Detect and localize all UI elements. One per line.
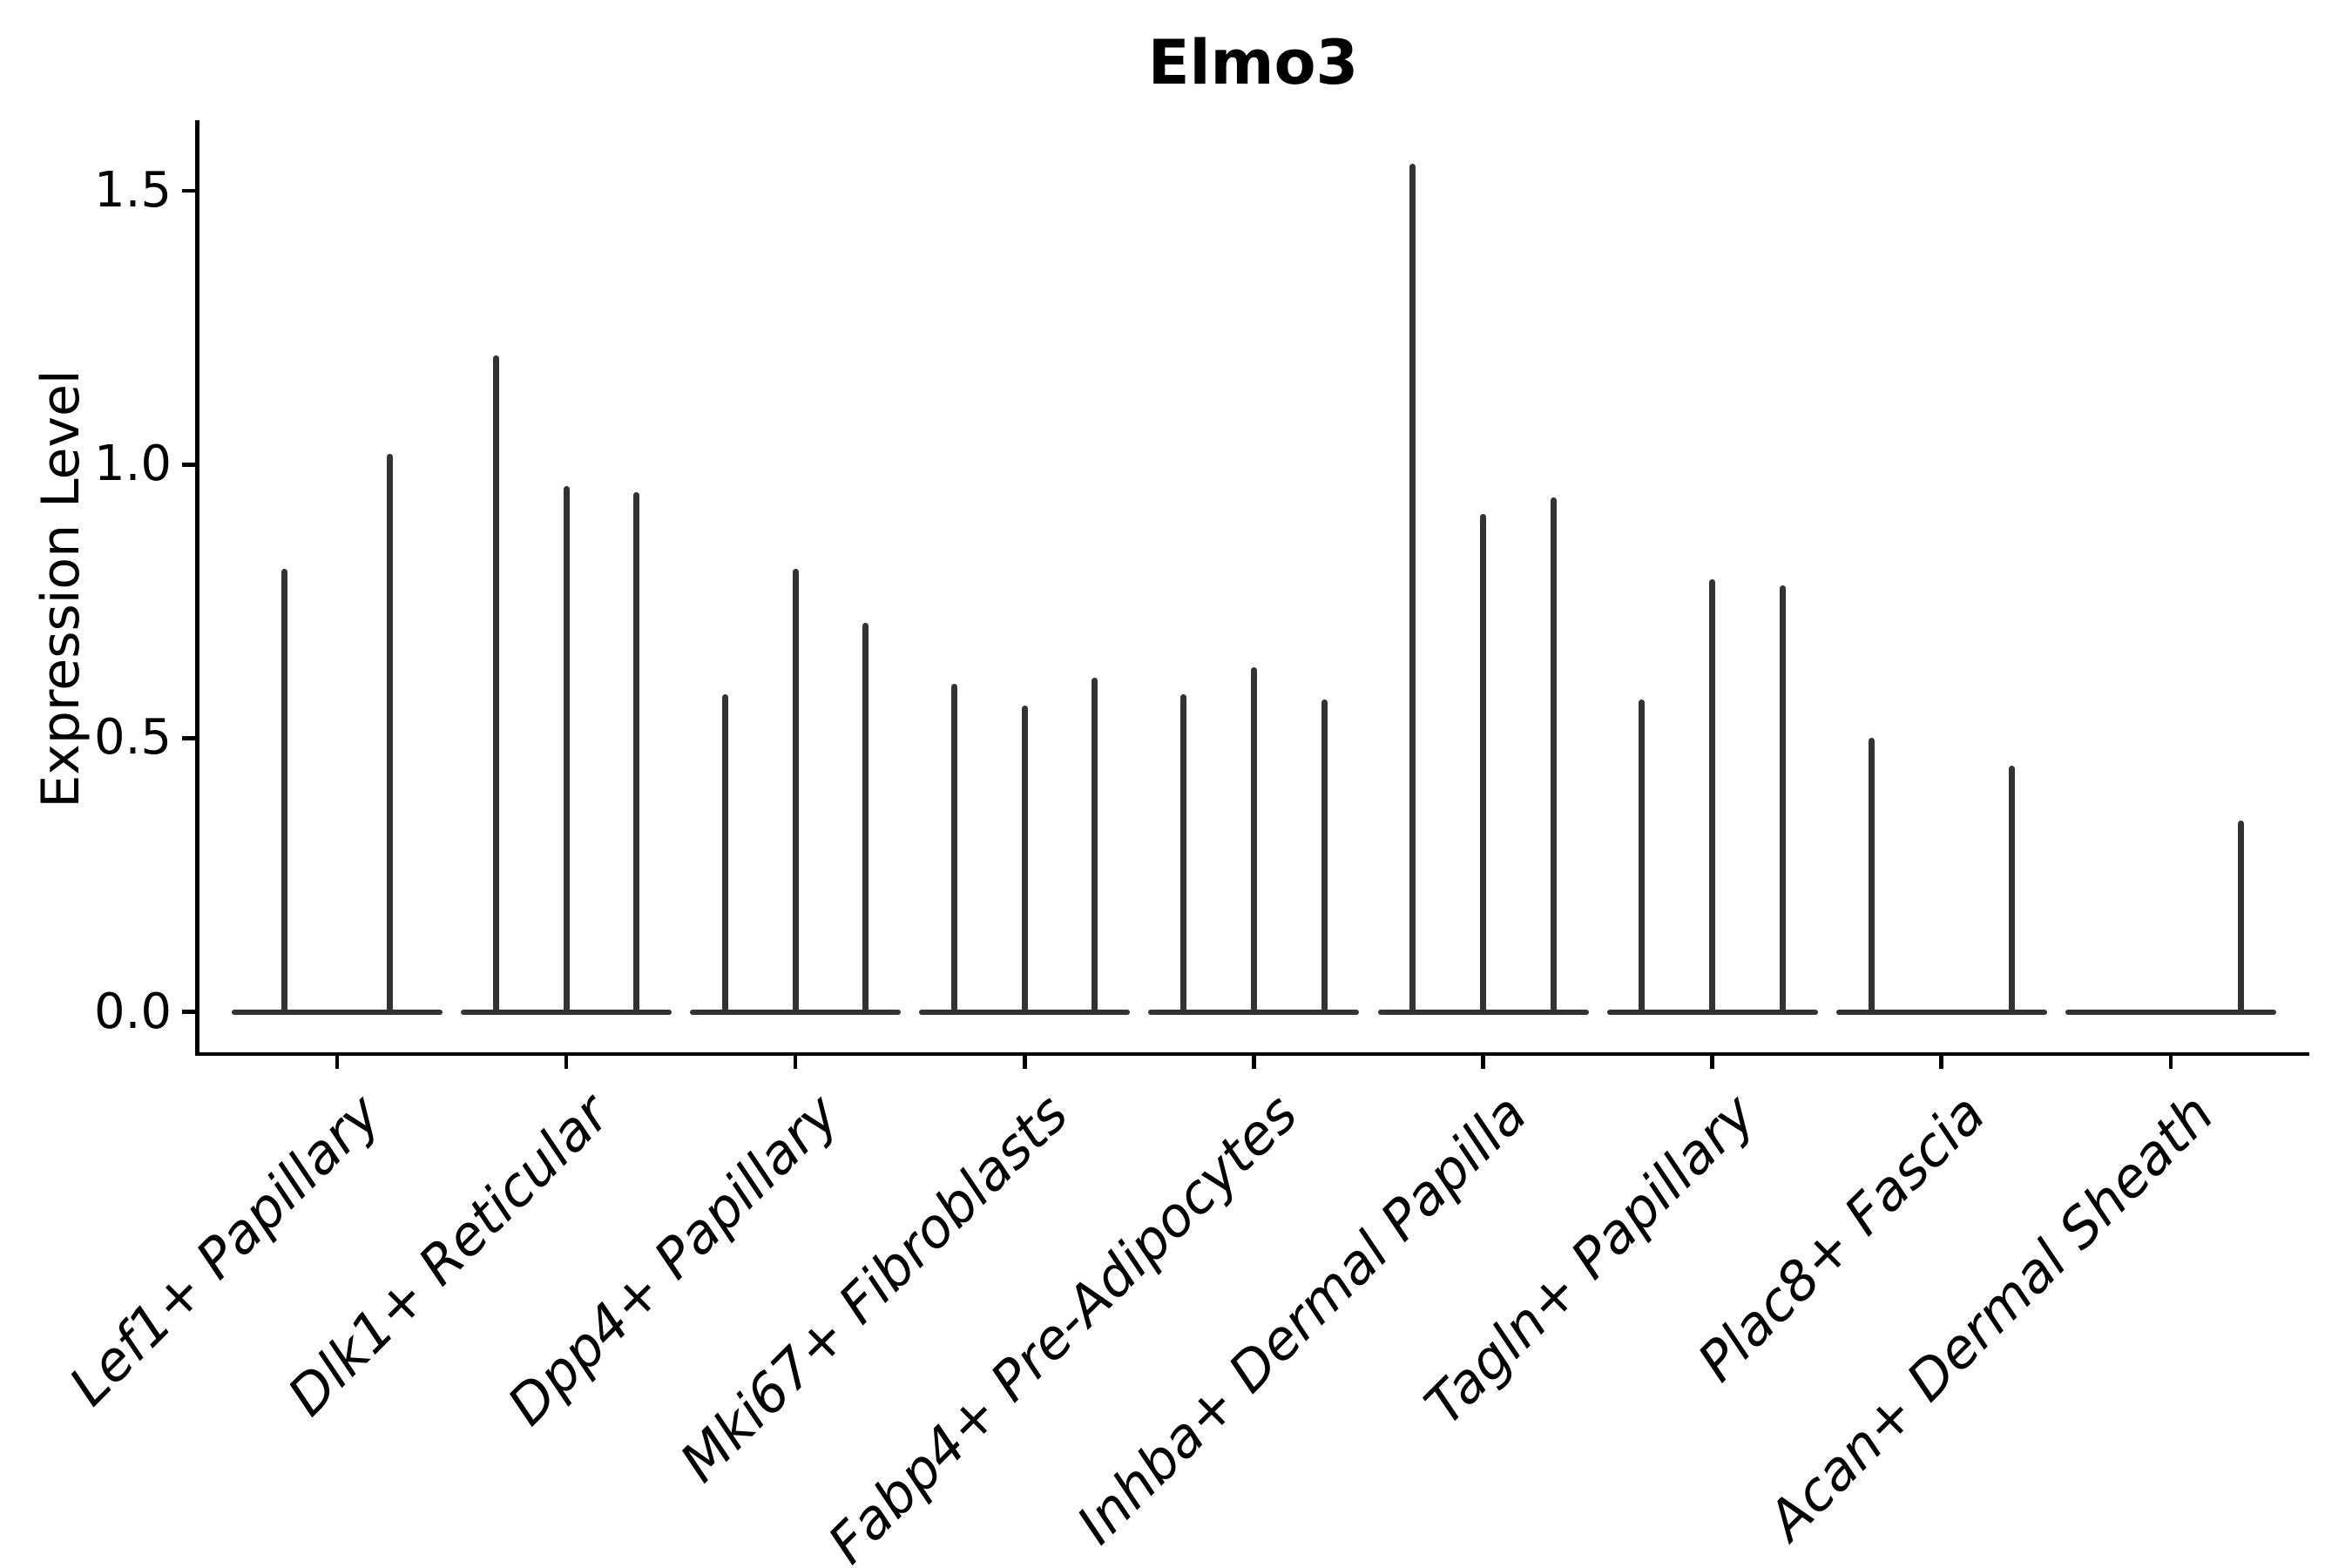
x-tick-mark [1023, 1056, 1027, 1069]
violin-spike [792, 568, 799, 1012]
violin-spike [1709, 579, 1716, 1012]
y-axis-spine [195, 120, 199, 1056]
y-tick-label: 0.0 [93, 983, 172, 1040]
x-tick-label: Fabp4+ Pre-Adipocytes [815, 1081, 1309, 1568]
x-tick-mark [1481, 1056, 1485, 1069]
violin-spike [862, 623, 869, 1012]
violin-spike [2008, 765, 2015, 1012]
violin-spike [1321, 700, 1328, 1012]
x-axis-spine [195, 1051, 2309, 1056]
violin-spike [951, 683, 958, 1012]
x-tick-mark [335, 1056, 340, 1069]
violin-base [690, 1009, 902, 1015]
y-tick-label: 1.5 [93, 162, 172, 220]
violin-spike [722, 694, 729, 1012]
violin-spike [563, 486, 570, 1012]
violin-spike [1250, 666, 1257, 1012]
x-tick-mark [1710, 1056, 1714, 1069]
violin-spike [2237, 820, 2244, 1012]
violin-base [1377, 1009, 1589, 1015]
violin-spike [1480, 513, 1486, 1012]
violin-spike [1779, 585, 1786, 1012]
violin-base [1606, 1009, 1818, 1015]
violin-spike [1092, 678, 1098, 1012]
x-tick-mark [564, 1056, 569, 1069]
violin-spike [387, 453, 393, 1012]
y-tick-label: 1.0 [93, 436, 172, 493]
violin-spike [1550, 497, 1557, 1012]
violin-spike [633, 491, 640, 1012]
violin-spike [1409, 163, 1416, 1012]
violin-spike [281, 568, 287, 1012]
violin-spike [1868, 738, 1875, 1012]
x-tick-mark [1939, 1056, 1943, 1069]
x-tick-mark [2168, 1056, 2173, 1069]
y-tick-mark [182, 463, 195, 467]
violin-spike [1639, 700, 1646, 1012]
violin-base [1148, 1009, 1360, 1015]
violin-base [461, 1009, 672, 1015]
x-tick-label: Acan+ Dermal Sheath [1755, 1081, 2227, 1552]
x-tick-mark [1252, 1056, 1256, 1069]
y-tick-mark [182, 1010, 195, 1014]
y-tick-mark [182, 188, 195, 193]
violin-spike [1180, 694, 1187, 1012]
violin-spike [492, 355, 499, 1012]
x-tick-label: Mki67+ Fibroblasts [667, 1081, 1080, 1495]
violin-base [919, 1009, 1131, 1015]
x-tick-label: Inhba+ Dermal Papilla [1064, 1081, 1538, 1557]
violin-base [2065, 1009, 2276, 1015]
plot-title: Elmo3 [1147, 27, 1359, 98]
violin-spike [1021, 705, 1028, 1012]
y-tick-label: 0.5 [93, 709, 172, 767]
x-tick-mark [793, 1056, 798, 1069]
violin-base [1835, 1009, 2047, 1015]
violin-base [232, 1009, 443, 1015]
y-tick-mark [182, 736, 195, 740]
